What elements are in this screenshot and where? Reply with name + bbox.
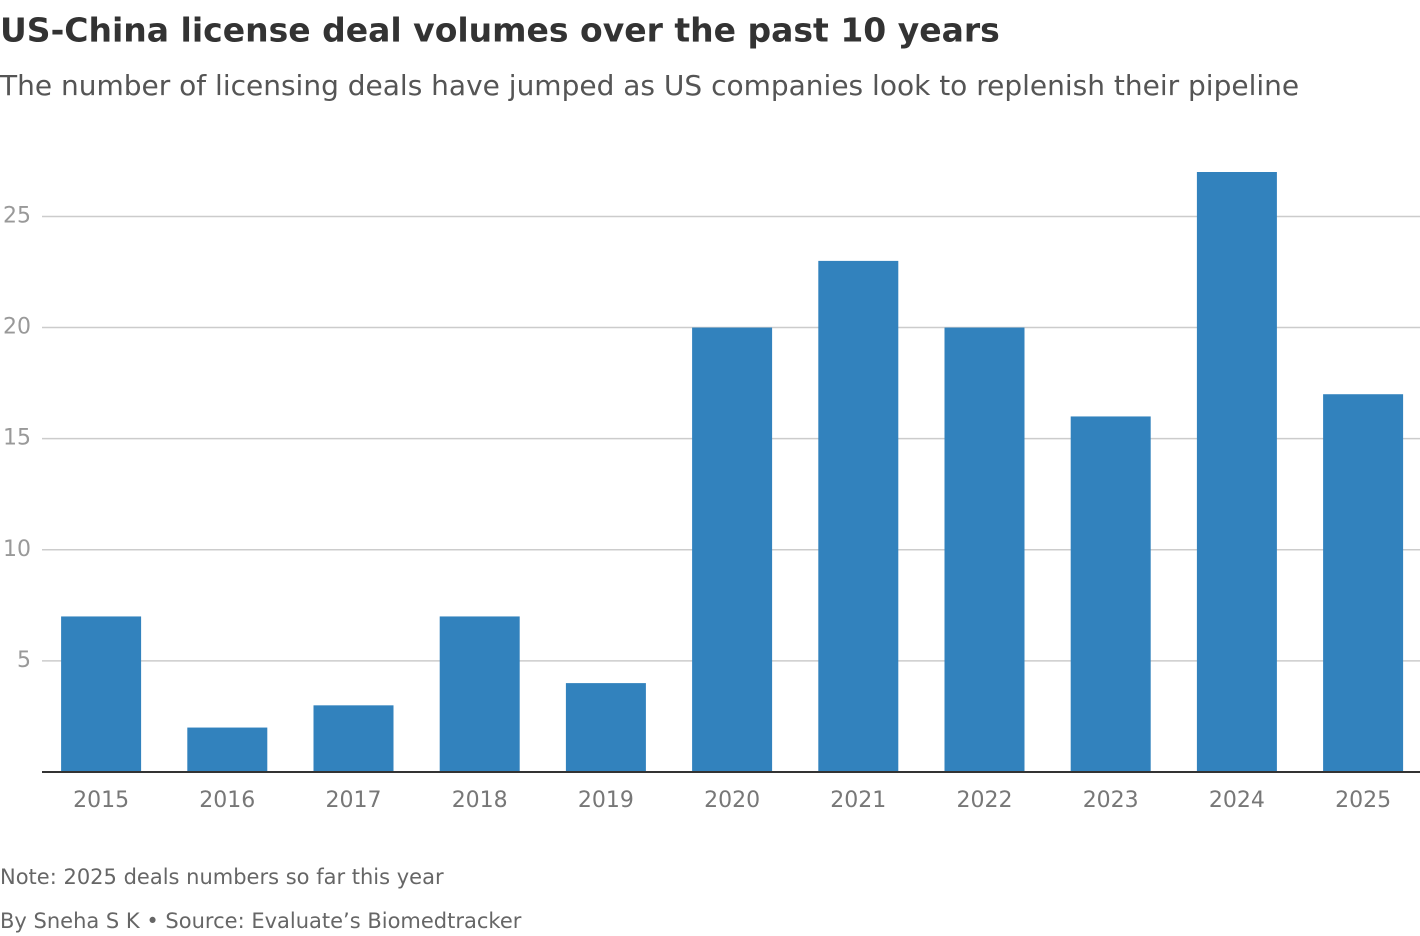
- bar: [565, 683, 646, 772]
- chart-title: US-China license deal volumes over the p…: [0, 11, 1000, 50]
- x-tick-label: 2020: [704, 788, 760, 813]
- y-tick-label: 5: [17, 648, 31, 673]
- y-tick-label: 15: [3, 426, 31, 451]
- bar: [1070, 416, 1151, 772]
- chart-subtitle: The number of licensing deals have jumpe…: [0, 69, 1299, 102]
- bar: [944, 327, 1025, 772]
- bar: [1323, 394, 1404, 772]
- bar: [818, 260, 899, 772]
- x-tick-label: 2019: [578, 788, 634, 813]
- x-tick-label: 2017: [326, 788, 382, 813]
- x-tick-label: 2024: [1209, 788, 1265, 813]
- x-tick-label: 2025: [1335, 788, 1391, 813]
- bar: [61, 616, 142, 772]
- y-tick-label: 20: [3, 315, 31, 340]
- y-tick-label: 25: [3, 203, 31, 228]
- x-tick-label: 2022: [957, 788, 1013, 813]
- bar: [1196, 172, 1277, 772]
- bar: [692, 327, 773, 772]
- bar: [313, 705, 394, 772]
- source: By Sneha S K • Source: Evaluate’s Biomed…: [0, 909, 522, 933]
- y-tick-label: 10: [3, 537, 31, 562]
- x-tick-label: 2016: [199, 788, 255, 813]
- x-tick-label: 2015: [73, 788, 129, 813]
- x-tick-label: 2018: [452, 788, 508, 813]
- x-tick-label: 2023: [1083, 788, 1139, 813]
- note: Note: 2025 deals numbers so far this yea…: [0, 865, 444, 889]
- bar: [439, 616, 520, 772]
- bar: [187, 727, 268, 772]
- x-tick-label: 2021: [830, 788, 886, 813]
